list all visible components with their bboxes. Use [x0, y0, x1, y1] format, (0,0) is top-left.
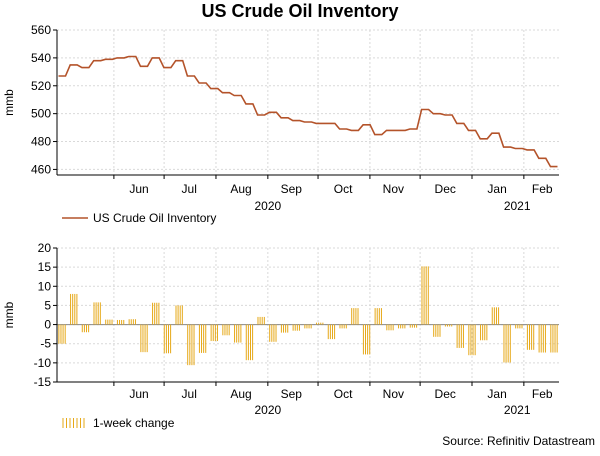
bar [235, 325, 241, 343]
bar [527, 325, 533, 350]
bar [106, 320, 112, 325]
y-tick-label: 0 [44, 318, 51, 332]
bar [551, 325, 557, 353]
bar [176, 305, 182, 324]
bar [363, 325, 369, 355]
x-tick-label: Aug [230, 182, 251, 196]
x-tick-label: Jul [182, 387, 197, 401]
x-tick-label: Jun [129, 387, 148, 401]
x-tick-label: Nov [383, 387, 404, 401]
year-label: 2020 [254, 199, 281, 213]
x-tick-label: Oct [334, 387, 353, 401]
x-tick-label: Sep [281, 387, 303, 401]
year-label: 2020 [254, 403, 281, 417]
year-label: 2021 [504, 403, 531, 417]
y-tick-label: -5 [40, 337, 51, 351]
x-tick-label: Feb [532, 387, 553, 401]
bar [59, 325, 65, 344]
y-tick-label: 540 [31, 51, 51, 65]
bar [340, 325, 346, 329]
legend-label: 1-week change [93, 416, 175, 430]
bar [211, 325, 217, 341]
y-tick-label: 460 [31, 162, 51, 176]
bar [258, 317, 264, 325]
y-tick-label: 480 [31, 135, 51, 149]
source-note: Source: Refinitiv Datastream [442, 434, 595, 448]
bar [387, 325, 393, 331]
inventory-line-chart: 460 480 500 520 540 560 mmb Jun Jul Aug Sep Oct Nov D… [2, 23, 559, 225]
bar [492, 307, 498, 324]
bar [305, 325, 311, 329]
bar [328, 325, 334, 340]
x-tick-label: Oct [334, 182, 353, 196]
x-tick-label: Jan [487, 387, 506, 401]
y-tick-label: 520 [31, 79, 51, 93]
bar [434, 325, 440, 337]
x-tick-label: Jul [182, 182, 197, 196]
x-tick-label: Aug [230, 387, 251, 401]
x-tick-label: Dec [435, 387, 456, 401]
bar [71, 294, 77, 325]
bar [281, 325, 287, 333]
weekly-change-bar-chart: -15 -10 -5 0 5 10 15 20 mmb Jun Jul Aug Sep Oct Nov Dec… [2, 241, 559, 430]
bar [246, 325, 252, 361]
bar [153, 303, 159, 325]
bar [399, 325, 405, 329]
chart-title: US Crude Oil Inventory [201, 1, 398, 21]
bar [422, 266, 428, 324]
y-tick-label: 10 [38, 279, 52, 293]
bar [293, 325, 299, 331]
y-axis-label: mmb [2, 301, 16, 328]
bar [82, 325, 88, 333]
x-tick-label: Sep [281, 182, 303, 196]
x-tick-label: Dec [435, 182, 456, 196]
bar [270, 325, 276, 342]
y-tick-label: 20 [38, 241, 52, 255]
y-tick-label: 500 [31, 107, 51, 121]
bar [117, 320, 123, 325]
y-tick-label: 5 [44, 298, 51, 312]
y-tick-label: -15 [34, 375, 52, 389]
legend-label: US Crude Oil Inventory [93, 211, 216, 225]
year-label: 2021 [504, 199, 531, 213]
bar [539, 325, 545, 353]
y-tick-label: 560 [31, 23, 51, 37]
bar [481, 325, 487, 341]
bar [129, 319, 135, 324]
bar [516, 325, 522, 329]
x-tick-label: Feb [532, 182, 553, 196]
bar [375, 308, 381, 324]
bar [223, 325, 229, 336]
legend-swatch-bar [63, 418, 84, 428]
x-tick-label: Jan [487, 182, 506, 196]
bar [141, 325, 147, 353]
x-tick-label: Nov [383, 182, 404, 196]
y-tick-label: 15 [38, 260, 52, 274]
bar [352, 308, 358, 324]
y-tick-label: -10 [34, 356, 52, 370]
x-tick-label: Jun [129, 182, 148, 196]
bar [457, 325, 463, 348]
series-line-inventory [59, 57, 558, 167]
bar [164, 325, 170, 354]
bar [188, 325, 194, 366]
y-axis-label: mmb [2, 89, 16, 116]
bar [199, 325, 205, 353]
